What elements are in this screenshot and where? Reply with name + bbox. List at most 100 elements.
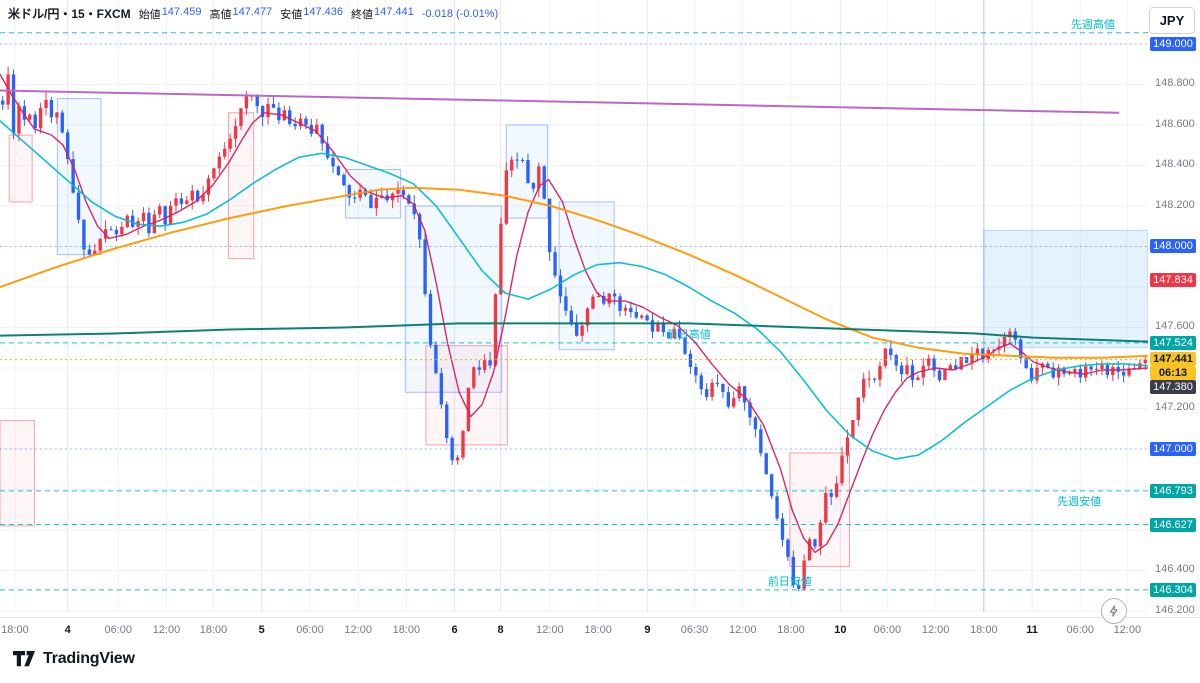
candle-body: [407, 195, 411, 204]
time-tick: 18:00: [777, 624, 805, 636]
candle-body: [537, 166, 541, 189]
candle-body: [255, 95, 259, 107]
ma-slow-orange[interactable]: [0, 186, 1148, 359]
candle-body: [585, 308, 590, 326]
candle-body: [824, 493, 828, 523]
candle-body: [55, 112, 59, 118]
candle-body: [282, 110, 286, 121]
candle-body: [201, 194, 205, 202]
price-axis[interactable]: 148.800 148.600 148.400 148.200 147.600 147.2…: [1148, 0, 1200, 616]
candle-body: [71, 159, 75, 193]
candle-body: [239, 108, 243, 127]
time-tick: 06:00: [1066, 624, 1095, 636]
candle-body: [672, 328, 676, 339]
time-tick: 12:00: [921, 624, 950, 636]
drawing-box[interactable]: [983, 229, 1148, 349]
time-tick: 18:00: [199, 624, 228, 636]
price-level-badge[interactable]: 147.000: [1150, 441, 1196, 456]
candle-body: [1100, 364, 1104, 369]
current-price-stack: 147.441 06:13 147.380: [1150, 351, 1196, 394]
candle-body: [1127, 368, 1131, 376]
price-level-badge[interactable]: 147.834: [1150, 273, 1196, 288]
candle-body: [948, 365, 953, 370]
candle-body: [488, 360, 492, 366]
ma-lines[interactable]: [0, 73, 1148, 553]
grid-lines: [0, 0, 1148, 612]
candle-body: [147, 212, 151, 234]
price-level-badge[interactable]: 148.000: [1150, 239, 1196, 254]
candle-body: [1051, 367, 1055, 378]
candle-body: [1029, 368, 1034, 381]
candle-body: [223, 148, 227, 157]
drawing-boxes[interactable]: [0, 98, 1148, 567]
ohlc-high: 高値 147.477: [209, 6, 272, 22]
candle-body: [742, 386, 747, 403]
candle-body: [829, 493, 833, 497]
tradingview-logo[interactable]: TradingView: [12, 648, 135, 670]
price-tick: 148.800: [1155, 77, 1195, 90]
current-price-badge: 147.441: [1150, 351, 1196, 366]
level-label: 前日安値: [768, 574, 812, 588]
candle-body: [233, 126, 238, 139]
drawing-box[interactable]: [8, 134, 33, 203]
candle-body: [22, 106, 27, 120]
ma-mid-teal[interactable]: [0, 120, 1148, 460]
candle-body: [482, 360, 487, 370]
price-level-badge[interactable]: 147.524: [1150, 335, 1196, 350]
candle-body: [753, 417, 758, 430]
candle-body: [694, 366, 698, 376]
candle-body: [531, 183, 536, 189]
candle-body: [927, 358, 931, 366]
level-label: 先週高値: [1071, 17, 1115, 31]
candle-body: [163, 206, 167, 225]
ma-flat-green[interactable]: [0, 322, 1148, 343]
trend-line-group[interactable]: [0, 89, 1120, 114]
candle-body: [645, 315, 649, 321]
candle-body: [331, 157, 335, 167]
price-level-badge[interactable]: 146.304: [1150, 582, 1196, 597]
candle-body: [212, 168, 216, 179]
candle-body: [867, 378, 871, 380]
time-axis[interactable]: 18:00 4 06:00 12:00 18:00 5 06:00 12:00 18:00 6 8 1…: [0, 618, 1148, 644]
candle-body: [704, 389, 709, 397]
candle-body: [141, 212, 146, 222]
candle-body: [423, 239, 427, 295]
candle-body: [834, 483, 839, 497]
candle-body: [1, 100, 5, 105]
candle-body: [271, 104, 276, 108]
ohlc-close: 終値 147.441: [351, 6, 414, 22]
time-tick: 18:00: [584, 624, 612, 636]
drawing-box[interactable]: [789, 452, 851, 567]
trend-line[interactable]: [0, 89, 1120, 114]
candle-body: [1067, 372, 1072, 374]
ma-fast-red[interactable]: [0, 73, 1148, 553]
candle-body: [889, 348, 893, 356]
price-level-badge[interactable]: 149.000: [1150, 36, 1196, 51]
candle-body: [434, 344, 438, 374]
price-level-badge[interactable]: 146.793: [1150, 483, 1196, 498]
level-lines[interactable]: [0, 32, 1148, 591]
candle-body: [910, 365, 915, 380]
drawing-box[interactable]: [56, 98, 102, 256]
currency-button[interactable]: JPY: [1149, 7, 1195, 34]
candle-body: [298, 118, 303, 127]
candle-body: [818, 522, 823, 547]
candle-body: [667, 332, 671, 339]
price-level-badge[interactable]: 146.627: [1150, 517, 1196, 532]
candle-body: [174, 198, 178, 206]
candle-body: [640, 315, 644, 318]
time-tick: 9: [644, 624, 651, 636]
symbol-title[interactable]: 米ドル/円・15・FXCM: [8, 7, 131, 21]
flash-button[interactable]: [1101, 598, 1127, 624]
candle-body: [293, 123, 297, 127]
candle-body: [840, 455, 844, 484]
candle-body: [1111, 367, 1115, 375]
candle-body: [38, 108, 43, 129]
candle-body: [11, 74, 16, 134]
candle-body: [217, 156, 221, 169]
candle-body: [1089, 366, 1093, 370]
drawing-box[interactable]: [0, 420, 35, 527]
candle-body: [553, 252, 557, 276]
price-tick: 146.400: [1155, 563, 1195, 576]
